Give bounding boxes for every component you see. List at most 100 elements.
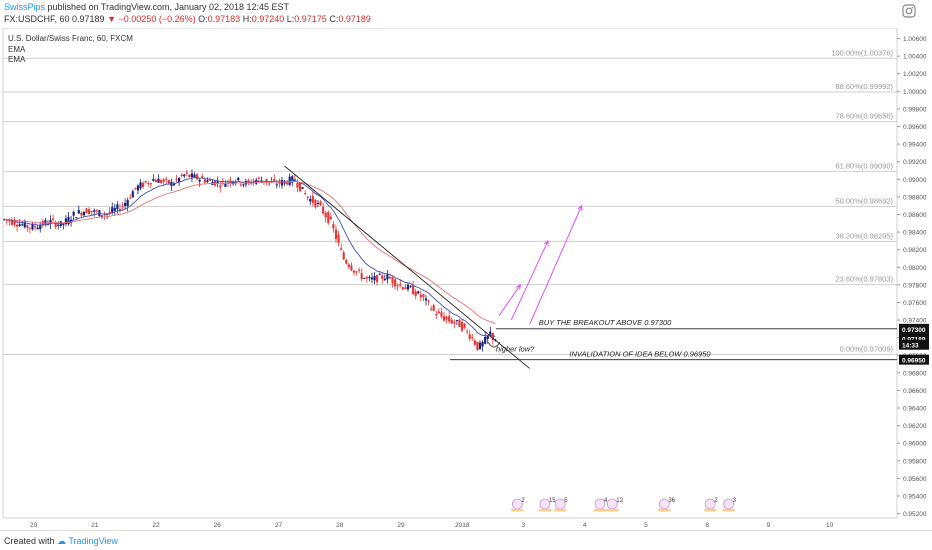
candle-body	[293, 178, 296, 181]
candle-body	[54, 222, 57, 228]
candle-body	[44, 220, 47, 225]
target-arrow-line	[510, 240, 549, 321]
event-marker[interactable]: 3	[722, 498, 737, 512]
candle-body	[414, 291, 417, 296]
price-chart[interactable]: 100.00%(1.00376) 88.60%(0.99992) 78.60%(0.…	[0, 27, 932, 530]
candle-body	[458, 319, 461, 327]
candle-body	[455, 320, 458, 322]
event-bar	[511, 509, 524, 512]
event-marker[interactable]: 5	[554, 498, 568, 512]
fib-label: 38.20%(0.98295)	[835, 231, 893, 240]
candle-body	[185, 172, 188, 174]
candle-body	[345, 259, 348, 264]
candle-body	[481, 341, 484, 347]
candle-body	[13, 220, 16, 225]
drawings: BUY THE BREAKOUT ABOVE 0.97300 INVALIDATI…	[284, 165, 897, 369]
event-marker[interactable]: 4	[594, 498, 608, 512]
candle-body	[463, 323, 466, 328]
candle-body	[62, 224, 65, 226]
candle-body	[358, 269, 361, 271]
candle-body	[3, 219, 6, 221]
time-axis[interactable]: 20 21 22 26 27 28 29 2018 3 4 5 8 9 10	[3, 517, 897, 529]
time-tick-label: 5	[644, 522, 648, 529]
candle-body	[116, 204, 119, 210]
legend-ema-2: EMA	[8, 55, 26, 64]
candle-body	[306, 196, 309, 198]
candle-body	[473, 340, 476, 345]
target-arrow-head	[577, 204, 583, 211]
candle-body	[136, 185, 140, 191]
candle-body	[445, 316, 448, 320]
time-tick-label: 27	[275, 522, 283, 529]
time-tick-label: 8	[705, 522, 709, 529]
publish-info: published on TradingView.com, January 02…	[47, 2, 290, 12]
event-count: 2	[521, 498, 525, 504]
candle-body	[51, 218, 55, 220]
candle-body	[355, 271, 358, 273]
candle-body	[350, 265, 353, 271]
buy-level-tag-bg	[899, 323, 929, 334]
publish-line: SwissPips published on TradingView.com, …	[4, 2, 289, 12]
open-value: 0.97183	[207, 14, 241, 24]
economic-events[interactable]: 2 15 5 4 12 36 2 3	[511, 498, 737, 512]
event-marker[interactable]: 2	[704, 498, 718, 512]
candle-body	[427, 300, 430, 302]
price-tick-label: 0.98400	[903, 230, 927, 237]
candle-body	[275, 184, 278, 186]
candle-body	[332, 224, 335, 229]
price-axis[interactable]: 1.00600 1.00400 1.00200 1.00000 0.99800 0.996…	[897, 36, 929, 518]
candle-body	[381, 275, 384, 279]
candle-body	[224, 183, 227, 187]
created-text: Created with	[4, 536, 55, 546]
event-marker[interactable]: 2	[511, 498, 525, 512]
candle-body	[144, 181, 147, 183]
candle-body	[265, 179, 268, 183]
price-tick-label: 0.97400	[903, 318, 927, 325]
price-tick-label: 0.95800	[903, 458, 927, 465]
price-tick-label: 0.98600	[903, 212, 927, 219]
time-tick-label: 29	[397, 522, 405, 529]
author-link[interactable]: SwissPips	[4, 2, 46, 12]
candle-body	[15, 224, 19, 227]
tradingview-link[interactable]: TradingView	[68, 536, 118, 546]
candle-body	[478, 342, 482, 349]
candle-body	[167, 179, 170, 184]
candle-body	[424, 298, 428, 301]
candle-body	[193, 174, 196, 178]
price-tick-label: 1.00600	[903, 36, 927, 43]
candle-body	[80, 212, 83, 216]
chart-area[interactable]: 100.00%(1.00376) 88.60%(0.99992) 78.60%(0.…	[0, 27, 932, 530]
candle-body	[203, 179, 206, 183]
time-tick-label: 4	[583, 522, 587, 529]
candle-body	[111, 207, 114, 213]
price-tick-label: 0.97600	[903, 300, 927, 307]
candle-body	[383, 278, 386, 281]
instagram-icon[interactable]	[902, 4, 916, 18]
candle-body	[388, 277, 392, 279]
candle-body	[87, 209, 91, 215]
candle-body	[188, 174, 191, 178]
candle-body	[31, 224, 34, 230]
candle-body	[486, 335, 489, 339]
event-marker[interactable]: 15	[538, 498, 556, 512]
price-tick-label: 0.99800	[903, 106, 927, 113]
legend-title: U.S. Dollar/Swiss Franc, 60, FXCM	[8, 34, 133, 43]
time-tick-label: 9	[767, 522, 771, 529]
event-marker[interactable]: 36	[658, 498, 676, 512]
down-arrow-icon: ▼	[107, 14, 117, 24]
candle-body	[175, 178, 178, 180]
candle-body	[93, 210, 96, 212]
candle-body	[437, 311, 440, 314]
candle-body	[198, 179, 201, 182]
candle-body	[239, 184, 242, 186]
price-tick-label: 0.99200	[903, 159, 927, 166]
price-tick-label: 0.95600	[903, 476, 927, 483]
open-label: O:	[198, 14, 208, 24]
high-label: H:	[242, 14, 252, 24]
candle-body	[196, 174, 199, 180]
candle-body	[280, 179, 284, 186]
event-marker[interactable]: 12	[606, 498, 624, 512]
candle-body	[319, 201, 322, 206]
higher-low-label: higher low?	[496, 345, 535, 354]
price-tick-label: 0.98800	[903, 194, 927, 201]
